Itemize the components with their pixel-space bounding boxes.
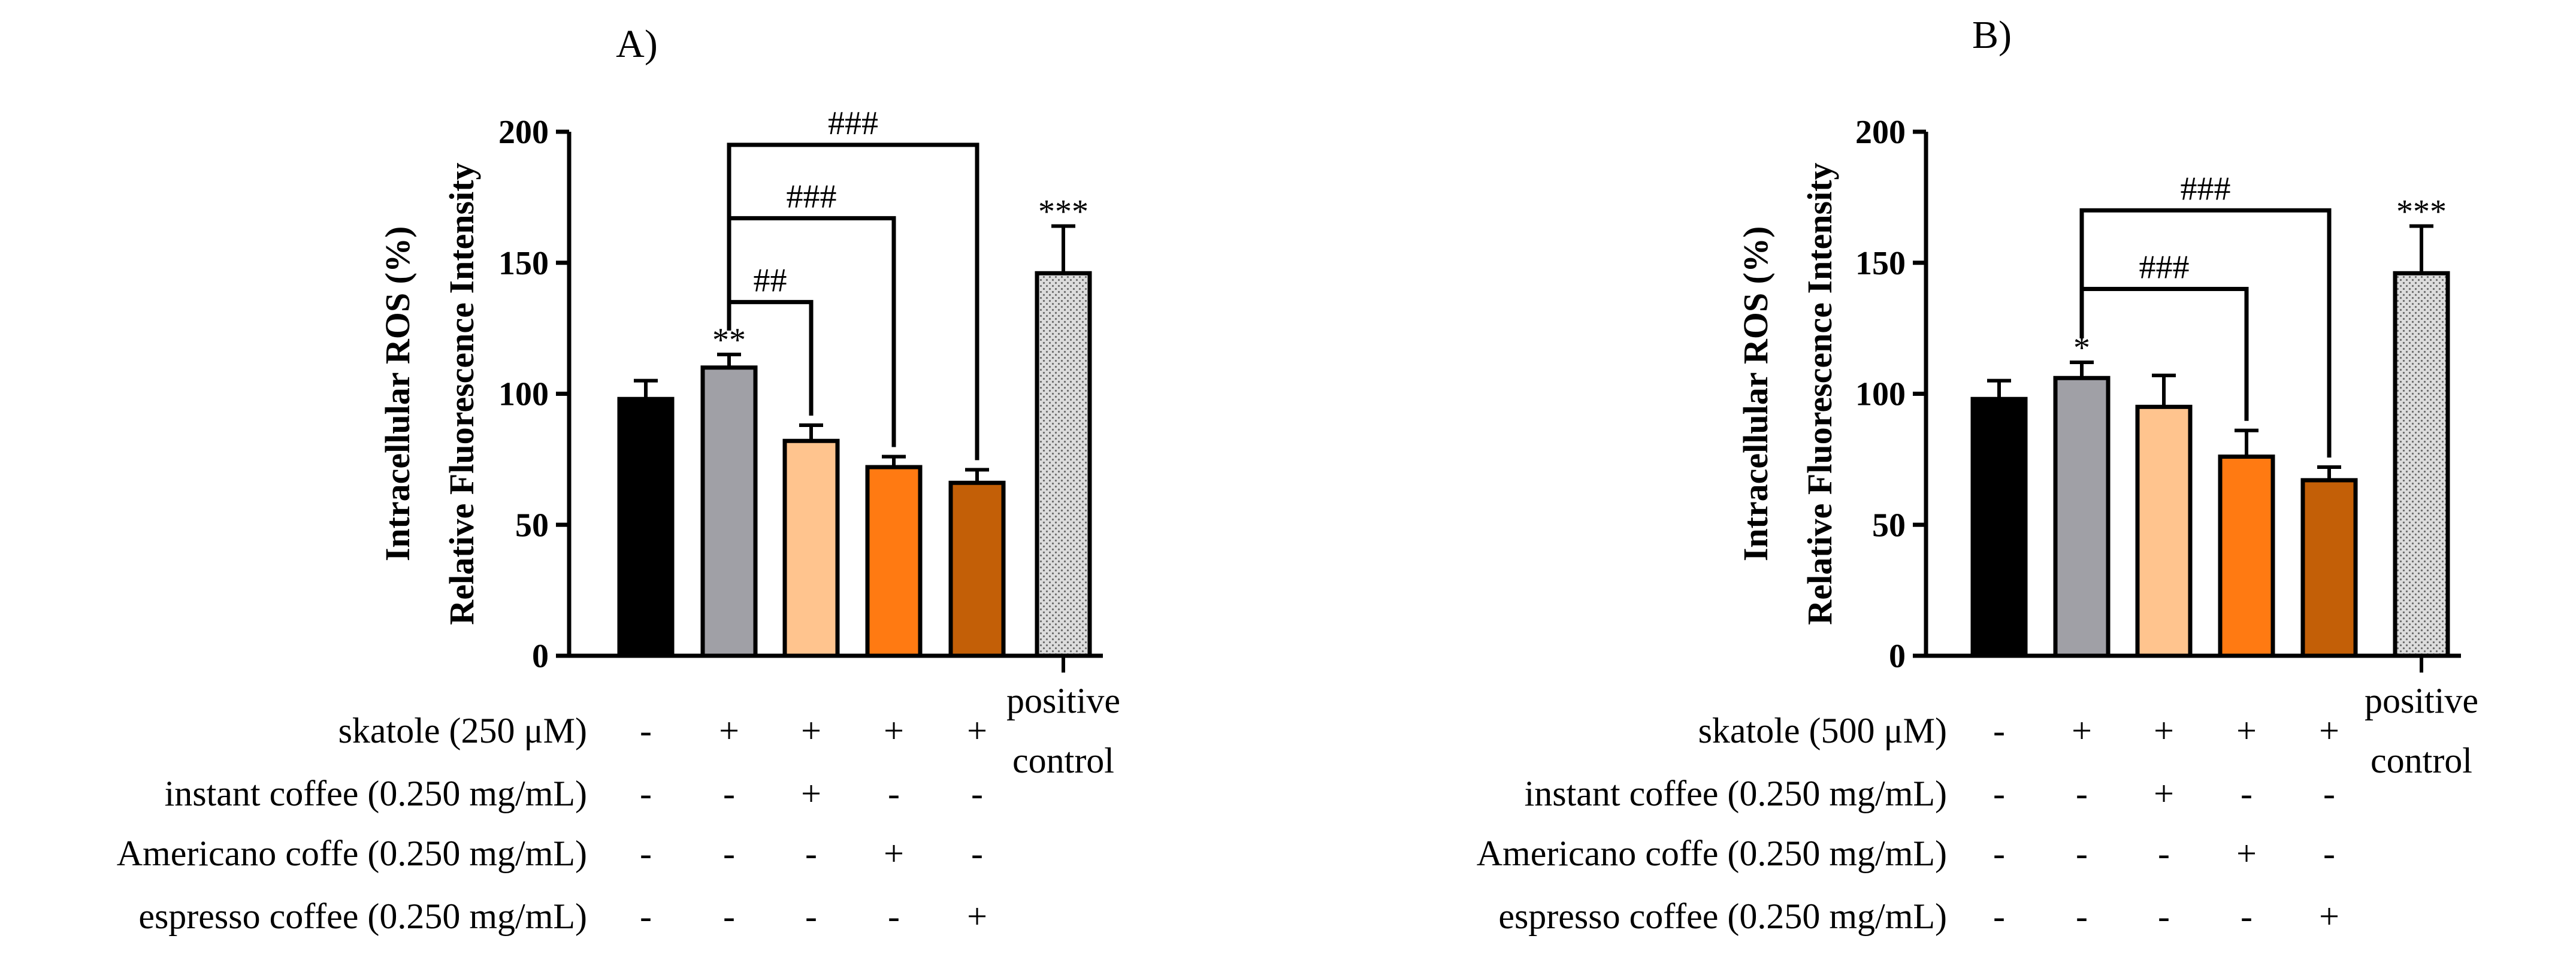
condition-sign: + xyxy=(884,711,904,750)
y-axis-title: Relative Fluorescence Intensity xyxy=(442,162,481,625)
condition-sign: - xyxy=(723,774,735,813)
condition-sign: - xyxy=(723,834,735,873)
condition-label: skatole (500 μM) xyxy=(1698,711,1947,750)
chart-panel-a: A) 0 50 100 150 200 Intracellular ROS (%) Relat… xyxy=(117,22,1120,936)
condition-sign: - xyxy=(1993,711,2005,750)
condition-sign: - xyxy=(805,834,817,873)
condition-sign: - xyxy=(2076,834,2088,873)
condition-sign: - xyxy=(2076,897,2088,936)
condition-sign: - xyxy=(2323,834,2335,873)
y-tick-label: 200 xyxy=(498,114,549,151)
bar xyxy=(1035,271,1092,658)
condition-sign: + xyxy=(719,711,739,750)
positive-control-label: control xyxy=(2371,741,2472,780)
condition-sign: - xyxy=(2076,774,2088,813)
condition-sign: + xyxy=(2319,897,2339,936)
significance-star: *** xyxy=(2396,193,2447,231)
comparison-bracket xyxy=(727,143,979,461)
condition-sign: + xyxy=(967,897,987,936)
bar xyxy=(1970,396,2028,658)
positive-control-label: positive xyxy=(1006,681,1120,720)
condition-sign: - xyxy=(2158,834,2170,873)
bar xyxy=(2300,478,2358,658)
condition-sign: + xyxy=(884,834,904,873)
condition-sign: - xyxy=(1993,834,2005,873)
condition-sign: - xyxy=(888,774,900,813)
bar xyxy=(2218,455,2275,658)
condition-sign: - xyxy=(971,774,983,813)
condition-label: skatole (250 μM) xyxy=(338,711,587,750)
condition-sign: - xyxy=(2323,774,2335,813)
comparison-bracket xyxy=(2079,208,2332,458)
condition-sign: - xyxy=(640,774,652,813)
y-tick-label: 200 xyxy=(1855,114,1906,151)
y-tick-label: 100 xyxy=(1855,376,1906,413)
condition-sign: - xyxy=(723,897,735,936)
bar xyxy=(865,465,923,658)
bar xyxy=(617,396,675,658)
condition-sign: + xyxy=(2319,711,2339,750)
bracket-label: ## xyxy=(754,262,787,299)
y-axis-title: Relative Fluorescence Intensity xyxy=(1800,162,1839,625)
y-tick-label: 150 xyxy=(498,245,549,282)
condition-sign: - xyxy=(888,897,900,936)
bar xyxy=(2135,404,2193,658)
condition-label: instant coffee (0.250 mg/mL) xyxy=(1525,774,1947,813)
significance-star: *** xyxy=(1038,193,1089,231)
condition-label: Americano coffe (0.250 mg/mL) xyxy=(117,834,587,873)
bracket-label: ### xyxy=(2181,170,2231,207)
bracket-label: ### xyxy=(787,178,837,215)
condition-sign: - xyxy=(640,711,652,750)
condition-sign: + xyxy=(2236,834,2257,873)
chart-panel-b: B) 0 50 100 150 200 Intracellular ROS (%) Relat… xyxy=(1477,13,2478,936)
condition-sign: - xyxy=(2241,774,2253,813)
condition-sign: - xyxy=(640,897,652,936)
bracket-label: ### xyxy=(2139,249,2190,286)
bar xyxy=(948,480,1006,658)
condition-label: espresso coffee (0.250 mg/mL) xyxy=(1498,897,1947,936)
condition-sign: - xyxy=(1993,897,2005,936)
condition-sign: - xyxy=(2241,897,2253,936)
panel-letter: A) xyxy=(616,22,658,66)
condition-label: Americano coffe (0.250 mg/mL) xyxy=(1477,834,1947,873)
y-tick-label: 100 xyxy=(498,376,549,413)
panel-letter: B) xyxy=(1972,13,2012,57)
condition-sign: + xyxy=(2236,711,2257,750)
y-tick-label: 50 xyxy=(515,507,549,544)
y-tick-label: 150 xyxy=(1855,245,1906,282)
bracket-label: ### xyxy=(828,105,878,142)
y-tick-label: 0 xyxy=(532,638,549,675)
bar xyxy=(700,365,758,658)
condition-sign: - xyxy=(805,897,817,936)
y-axis-title: Intracellular ROS (%) xyxy=(378,226,417,562)
condition-sign: + xyxy=(967,711,987,750)
condition-sign: + xyxy=(2154,711,2174,750)
condition-sign: - xyxy=(640,834,652,873)
condition-sign: + xyxy=(2154,774,2174,813)
condition-label: instant coffee (0.250 mg/mL) xyxy=(165,774,587,813)
condition-sign: + xyxy=(801,711,821,750)
y-tick-label: 0 xyxy=(1889,638,1906,675)
condition-sign: - xyxy=(2158,897,2170,936)
condition-sign: - xyxy=(971,834,983,873)
condition-label: espresso coffee (0.250 mg/mL) xyxy=(138,897,587,936)
y-axis-title: Intracellular ROS (%) xyxy=(1736,226,1775,562)
condition-sign: + xyxy=(2072,711,2092,750)
condition-sign: - xyxy=(1993,774,2005,813)
bar xyxy=(2053,375,2111,658)
bar xyxy=(2393,271,2450,658)
positive-control-label: positive xyxy=(2365,681,2478,720)
bar xyxy=(782,438,840,658)
y-tick-label: 50 xyxy=(1872,507,1906,544)
condition-sign: + xyxy=(801,774,821,813)
positive-control-label: control xyxy=(1012,741,1114,780)
